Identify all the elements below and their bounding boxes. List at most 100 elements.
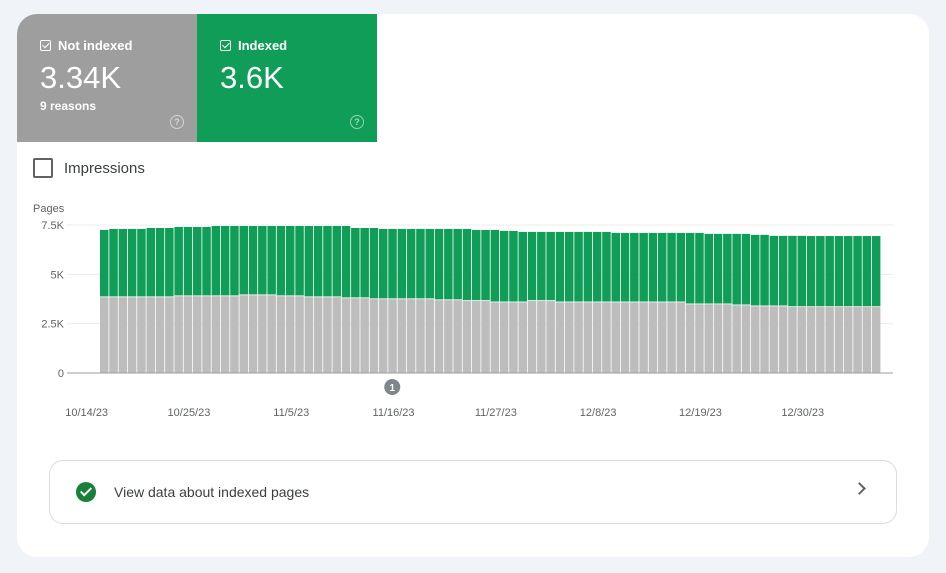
bar-not-indexed: [816, 307, 825, 373]
bar-not-indexed: [118, 297, 128, 373]
bar-not-indexed: [211, 296, 221, 373]
checkbox-checked-icon[interactable]: [220, 40, 231, 51]
bar-not-indexed: [592, 302, 602, 373]
bar-indexed: [416, 228, 425, 299]
x-tick-label: 11/16/23: [373, 407, 415, 419]
bar-indexed: [871, 236, 881, 307]
bar-not-indexed: [778, 306, 788, 373]
bar-indexed: [574, 231, 583, 302]
bar-indexed: [816, 236, 825, 307]
bar-not-indexed: [323, 297, 332, 373]
bar-not-indexed: [741, 305, 751, 373]
bar-indexed: [620, 232, 630, 302]
indexed-metric-tab[interactable]: Indexed 3.6K ?: [197, 14, 377, 142]
not-indexed-metric-tab[interactable]: Not indexed 3.34K 9 reasons ?: [17, 14, 197, 142]
bar-not-indexed: [341, 298, 351, 373]
view-indexed-pages-label: View data about indexed pages: [114, 484, 310, 500]
bar-not-indexed: [239, 295, 248, 373]
bar-indexed: [379, 228, 388, 299]
bar-indexed: [453, 228, 462, 300]
bar-not-indexed: [825, 307, 834, 373]
bar-indexed: [695, 232, 704, 304]
bar-indexed: [853, 236, 862, 307]
bar-indexed: [527, 231, 537, 301]
bar-indexed: [174, 226, 183, 296]
bar-indexed: [267, 225, 276, 295]
bar-not-indexed: [388, 299, 397, 373]
y-tick-label: 2.5K: [41, 319, 64, 331]
bar-not-indexed: [844, 307, 853, 373]
bar-not-indexed: [248, 295, 258, 373]
bar-not-indexed: [806, 307, 816, 373]
annotation-marker: [384, 379, 401, 395]
bar-indexed: [146, 227, 155, 297]
impressions-toggle[interactable]: Impressions: [33, 158, 145, 178]
bar-not-indexed: [425, 299, 434, 373]
x-tick-label: 11/27/23: [475, 407, 517, 419]
bar-indexed: [602, 231, 611, 302]
y-tick-label: 7.5K: [41, 220, 64, 232]
bar-not-indexed: [276, 296, 286, 373]
bar-indexed: [648, 232, 658, 302]
bar-indexed: [109, 228, 118, 297]
bar-not-indexed: [853, 307, 862, 373]
help-icon[interactable]: ?: [170, 115, 184, 129]
x-tick-label: 12/30/23: [781, 407, 824, 419]
bar-not-indexed: [406, 299, 416, 373]
bar-indexed: [658, 232, 667, 302]
bar-not-indexed: [286, 296, 295, 373]
bar-not-indexed: [630, 302, 639, 373]
bar-not-indexed: [760, 306, 769, 373]
bar-not-indexed: [174, 296, 183, 373]
bar-indexed: [462, 228, 472, 301]
bar-indexed: [778, 235, 788, 306]
bar-not-indexed: [379, 299, 388, 373]
help-icon[interactable]: ?: [350, 115, 364, 129]
bar-indexed: [341, 225, 351, 298]
bar-not-indexed: [862, 307, 872, 373]
bar-not-indexed: [769, 306, 779, 373]
bar-indexed: [537, 231, 546, 301]
bar-indexed: [583, 231, 593, 302]
bar-not-indexed: [676, 302, 686, 373]
bar-indexed: [611, 232, 620, 302]
bar-indexed: [592, 231, 602, 302]
bar-not-indexed: [797, 307, 806, 373]
bar-not-indexed: [313, 297, 323, 373]
not-indexed-value: 3.34K: [40, 60, 122, 95]
not-indexed-reasons: 9 reasons: [40, 99, 97, 113]
bar-not-indexed: [193, 296, 202, 373]
checkbox-checked-icon[interactable]: [40, 40, 51, 51]
bar-indexed: [509, 230, 518, 302]
y-tick-label: 5K: [51, 269, 65, 281]
bar-indexed: [332, 225, 341, 297]
checkbox-unchecked-icon[interactable]: [33, 158, 53, 178]
bar-indexed: [248, 225, 258, 295]
bar-not-indexed: [667, 302, 676, 373]
bar-indexed: [211, 225, 221, 296]
bar-not-indexed: [202, 296, 211, 373]
bar-not-indexed: [267, 295, 276, 373]
bar-indexed: [100, 229, 109, 297]
bar-not-indexed: [258, 295, 267, 373]
bar-not-indexed: [304, 297, 314, 373]
bar-indexed: [555, 231, 565, 302]
bar-not-indexed: [230, 296, 239, 373]
bar-indexed: [369, 227, 379, 299]
bar-indexed: [118, 228, 128, 297]
bar-not-indexed: [332, 297, 341, 373]
x-tick-label: 10/25/23: [168, 407, 211, 419]
bar-indexed: [565, 231, 574, 302]
view-indexed-pages-button[interactable]: View data about indexed pages: [49, 460, 897, 524]
bar-indexed: [276, 225, 286, 296]
bar-not-indexed: [620, 302, 630, 373]
bar-indexed: [639, 232, 648, 302]
bar-indexed: [667, 232, 676, 302]
bar-not-indexed: [490, 302, 500, 373]
bar-indexed: [258, 225, 267, 295]
bar-indexed: [202, 226, 211, 296]
bar-not-indexed: [723, 304, 732, 373]
bar-indexed: [732, 233, 741, 305]
bar-not-indexed: [871, 307, 881, 373]
not-indexed-label: Not indexed: [58, 38, 133, 53]
